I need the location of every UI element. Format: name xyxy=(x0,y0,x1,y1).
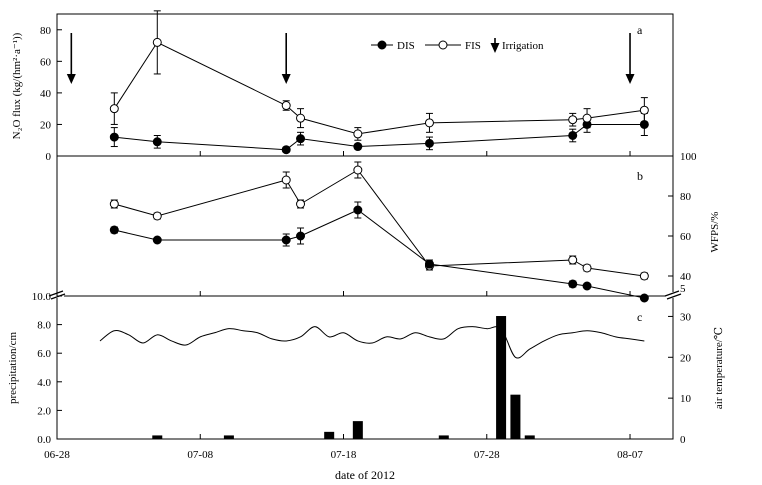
data-point-DIS xyxy=(109,225,119,235)
y-tick-label-c-right: 20 xyxy=(680,352,692,364)
y-tick-label-c: 8.0 xyxy=(37,320,51,332)
series-line-b-FIS xyxy=(114,169,645,277)
y-tick-label-b: 60 xyxy=(680,231,692,243)
legend-arrow-irrigation xyxy=(490,43,500,53)
series-line-a-DIS xyxy=(114,123,645,151)
x-tick-label: 07-18 xyxy=(331,449,357,461)
precipitation-bar xyxy=(352,421,363,439)
data-point-FIS xyxy=(296,113,306,123)
panel-label-b: b xyxy=(637,169,643,183)
data-point-FIS xyxy=(568,115,578,125)
y-axis-label-c-right: air temperature/℃ xyxy=(713,327,725,409)
data-point-DIS xyxy=(281,235,291,245)
y-axis-label-a: N₂O flux (kg/(hm²·a⁻¹)) xyxy=(11,32,23,139)
axis-break-mask-right xyxy=(666,292,680,298)
data-point-FIS xyxy=(281,101,291,111)
legend-label-irrigation: Irrigation xyxy=(502,40,544,52)
y-tick-label-a: 60 xyxy=(40,56,52,68)
data-point-DIS xyxy=(424,138,434,148)
data-point-DIS xyxy=(424,259,434,269)
data-point-FIS xyxy=(281,175,291,185)
irrigation-arrow xyxy=(625,74,635,84)
air-temperature-line xyxy=(99,326,645,359)
y-tick-label-a: 80 xyxy=(40,25,52,37)
data-point-FIS xyxy=(639,271,649,281)
legend-label-FIS: FIS xyxy=(465,40,481,52)
data-point-DIS xyxy=(639,293,649,303)
y-tick-label-c-right: 0 xyxy=(680,434,686,446)
data-point-FIS xyxy=(568,255,578,265)
panel-c-frame xyxy=(56,295,674,440)
data-point-DIS xyxy=(582,281,592,291)
y-axis-label-b: WFPS/% xyxy=(709,212,721,253)
precipitation-bar xyxy=(324,431,335,439)
panel-label-c: c xyxy=(637,310,642,324)
precipitation-bar xyxy=(496,316,507,439)
data-point-FIS xyxy=(109,199,119,209)
y-tick-label-c-right: 30 xyxy=(680,311,692,323)
data-point-DIS xyxy=(568,130,578,140)
x-axis-label: date of 2012 xyxy=(335,468,395,482)
y-tick-label-b: 5 xyxy=(680,283,686,295)
data-point-DIS xyxy=(109,132,119,142)
data-point-FIS xyxy=(582,113,592,123)
panel-b-frame xyxy=(56,155,674,297)
y-tick-label-c: 10.0 xyxy=(32,291,52,303)
precipitation-bar xyxy=(524,435,535,439)
data-point-FIS xyxy=(109,104,119,114)
data-point-FIS xyxy=(152,211,162,221)
y-tick-label-a: 40 xyxy=(40,88,52,100)
y-tick-label-c: 6.0 xyxy=(37,348,51,360)
data-point-DIS xyxy=(353,205,363,215)
data-point-DIS xyxy=(353,142,363,152)
axis-break-right xyxy=(666,293,682,300)
y-tick-label-c: 0.0 xyxy=(37,434,51,446)
legend-label-DIS: DIS xyxy=(397,40,415,52)
y-tick-label-c-right: 10 xyxy=(680,393,692,405)
legend-marker-DIS xyxy=(377,40,387,50)
data-point-FIS xyxy=(639,105,649,115)
series-line-a-FIS xyxy=(113,41,645,135)
data-point-DIS xyxy=(152,137,162,147)
y-tick-label-a: 20 xyxy=(40,119,52,131)
data-point-FIS xyxy=(582,263,592,273)
series-line-b-DIS xyxy=(114,209,645,299)
x-tick-label: 07-28 xyxy=(474,449,500,461)
panel-frames xyxy=(48,13,682,440)
irrigation-arrow xyxy=(281,74,291,84)
precipitation-bar xyxy=(223,435,234,439)
data-point-DIS xyxy=(296,134,306,144)
panel-label-a: a xyxy=(637,23,643,37)
data-point-FIS xyxy=(296,199,306,209)
data-point-DIS xyxy=(152,235,162,245)
data-point-FIS xyxy=(424,118,434,128)
y-tick-label-c: 2.0 xyxy=(37,405,51,417)
y-tick-label-b: 40 xyxy=(680,271,692,283)
data-point-DIS xyxy=(568,279,578,289)
x-tick-label: 07-08 xyxy=(187,449,213,461)
data-point-FIS xyxy=(152,37,162,47)
data-point-DIS xyxy=(281,145,291,155)
precipitation-bar xyxy=(152,435,163,439)
axis-break-right xyxy=(664,290,680,297)
irrigation-arrow xyxy=(66,74,76,84)
chart-content: a b c 0 20 40 60 80 N₂O flux (kg/(hm²·a⁻¹)) 40 60 8… xyxy=(7,10,725,482)
y-tick-label-b: 100 xyxy=(680,151,697,163)
y-tick-label-c: 4.0 xyxy=(37,377,51,389)
y-tick-label-b: 80 xyxy=(680,191,692,203)
data-point-DIS xyxy=(296,231,306,241)
panel-a-frame xyxy=(56,13,674,157)
precipitation-bar xyxy=(510,394,521,439)
data-point-FIS xyxy=(353,129,363,139)
x-tick-label: 08-07 xyxy=(617,449,643,461)
data-point-FIS xyxy=(353,165,363,175)
axis-break-left xyxy=(48,290,64,297)
legend-marker-FIS xyxy=(438,40,448,50)
precipitation-bar xyxy=(438,435,449,439)
x-tick-label: 06-28 xyxy=(44,449,70,461)
y-tick-label-a: 0 xyxy=(46,151,52,163)
y-axis-label-c: precipitation/cm xyxy=(7,332,19,405)
